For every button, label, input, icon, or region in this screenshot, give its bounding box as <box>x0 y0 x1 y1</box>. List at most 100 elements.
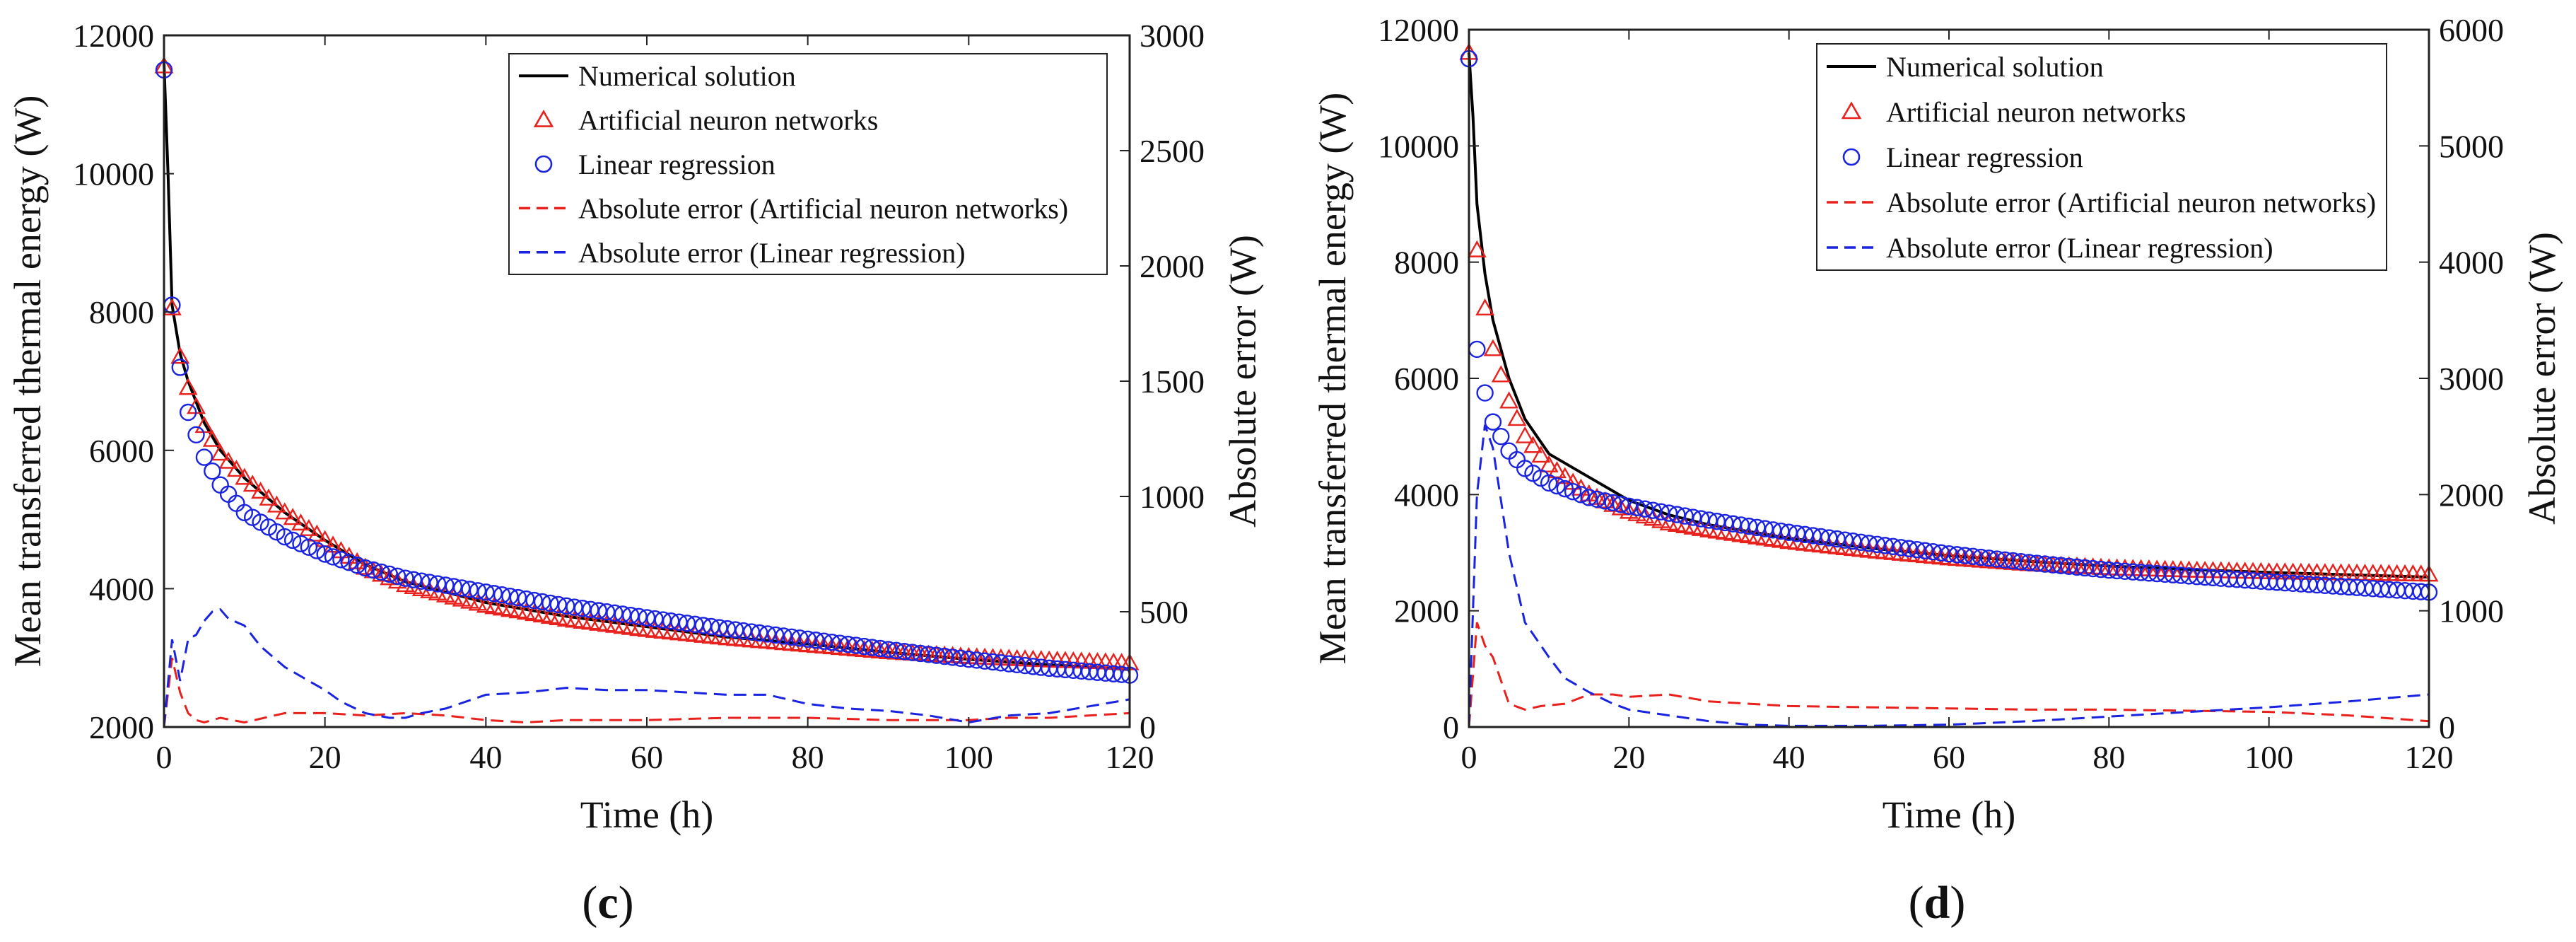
panel-d-ann-point <box>2379 564 2399 581</box>
panel-d-ytick-right-label: 6000 <box>2439 12 2504 48</box>
panel-d-ann-point <box>1491 365 1511 383</box>
panel-c-ann-point <box>435 585 455 603</box>
panel-c-lr-point <box>171 359 189 376</box>
panel-d-lr-point <box>1604 494 1622 512</box>
panel-c-lr-point <box>501 587 519 605</box>
panel-d-lr-point <box>1580 489 1598 506</box>
panel-c-lr-point <box>349 556 366 574</box>
panel-c-xtick-label: 20 <box>309 739 341 775</box>
panel-d-ytick-left-label: 2000 <box>1394 593 1459 629</box>
panel-d-lr-markers <box>1460 50 2438 601</box>
panel-d-ann-point <box>2371 564 2391 581</box>
panel-d-lr-point <box>1492 427 1510 446</box>
panel-d: 0 20 40 60 80 100 1200200040006000800010000120… <box>1311 12 2563 929</box>
panel-c-ann-point <box>299 518 319 536</box>
panel-c-lr-point <box>308 542 326 559</box>
panel-c-lr-point <box>437 576 455 594</box>
panel-c-lr-point <box>292 535 310 553</box>
panel-c-lr-point <box>219 485 238 503</box>
panel-d-legend-label: Numerical solution <box>1886 51 2104 83</box>
panel-d-xtick-label: 80 <box>2092 739 2125 775</box>
panel-c-lr-point <box>485 585 503 603</box>
panel-d-series <box>1459 42 2439 728</box>
panel-c-ann-point <box>211 443 230 461</box>
panel-d-ytick-right-label: 5000 <box>2439 128 2504 164</box>
panel-d-ann-point <box>1531 446 1551 463</box>
panel-d-lr-point <box>1692 510 1710 528</box>
panel-d-xtick-label: 20 <box>1612 739 1645 775</box>
panel-c-ticks: 0 20 40 60 80 100 1202000400060008000100001200… <box>73 18 1205 775</box>
panel-c-lr-point <box>373 563 390 581</box>
panel-c-lr-point <box>509 588 527 607</box>
panel-c-xtick-label: 40 <box>469 739 502 775</box>
panel-d-lr-point <box>1596 492 1614 510</box>
panel-d-ann-point <box>1523 436 1542 453</box>
panel-d-lr-point <box>1660 504 1678 522</box>
panel-d-ann-point <box>1483 339 1503 356</box>
panel-c-ytick-right-label: 2500 <box>1140 133 1205 169</box>
panel-d-ann-point <box>1515 426 1535 443</box>
panel-c-ann-point <box>468 593 488 611</box>
panel-c-ytick-right-label: 1000 <box>1140 479 1205 515</box>
panel-c-ann-point <box>307 524 327 542</box>
panel-c-legend-label: Absolute error (Artificial neuron networ… <box>578 192 1068 224</box>
panel-d-legend-label: Linear regression <box>1886 141 2083 173</box>
panel-d-ann-point <box>2403 564 2423 581</box>
panel-d-ytick-right-label: 4000 <box>2439 245 2504 281</box>
panel-c-lr-point <box>541 594 559 612</box>
panel-d-lr-point <box>1572 486 1590 504</box>
panel-d-xtick-label: 0 <box>1461 739 1477 775</box>
panel-d-ann-point <box>1611 498 1631 516</box>
panel-c-ytick-right-label: 1500 <box>1140 364 1205 400</box>
panel-d-lr-point <box>1548 477 1566 495</box>
panel-c-lr-point <box>388 567 406 585</box>
panel-c-ann-point <box>460 591 480 609</box>
panel-c-lr-point <box>211 476 229 494</box>
panel-c-legend-box <box>508 53 1108 275</box>
panel-d-caption-letter: d <box>1924 877 1950 929</box>
panel-c-caption: (c) <box>582 877 633 929</box>
panel-c-lr-point <box>606 604 623 622</box>
panel-c-lr-point <box>276 528 293 546</box>
panel-d-ytick-left-label: 12000 <box>1378 12 1459 48</box>
panel-c-lr-point <box>228 494 245 512</box>
panel-c-ann-point <box>444 587 464 605</box>
panel-d-lr-point <box>1628 499 1646 516</box>
panel-c-lr-point <box>525 591 543 610</box>
panel-c-lr-point <box>557 597 575 615</box>
panel-c-ann-point <box>251 482 271 499</box>
panel-d-lr-point <box>1508 450 1526 469</box>
panel-c-ann-point <box>162 298 182 315</box>
panel-d-ann-point <box>2395 564 2415 581</box>
panel-c-ann-point <box>291 513 310 531</box>
panel-c-lr-point <box>404 571 423 588</box>
panel-c-lr-point <box>428 575 447 593</box>
panel-d-legend-label: Absolute error (Artificial neuron networ… <box>1886 187 2376 219</box>
panel-d-ticks: 0 20 40 60 80 100 1200200040006000800010000120… <box>1378 12 2504 775</box>
panel-c-lr-point <box>517 590 535 608</box>
panel-c-lr-point <box>283 531 302 550</box>
panel-c-lr-point <box>300 538 318 556</box>
panel-d-legend-swatch-ann <box>1841 101 1862 120</box>
panel-d-lr-point <box>1652 503 1670 521</box>
panel-d-ytick-right-label: 1000 <box>2439 593 2504 629</box>
panel-c-series-lr-error <box>163 607 1130 728</box>
panel-c-ann-point <box>235 467 254 485</box>
panel-d-lr-point <box>1644 501 1662 519</box>
panel-c-xtick-label: 100 <box>944 739 993 775</box>
panel-c-lr-point <box>187 426 205 443</box>
panel-c-ylabel-left: Mean transferred thermal energy (W) <box>6 95 49 668</box>
panel-c-lr-point <box>582 600 599 619</box>
panel-c-ann-point <box>202 429 222 447</box>
panel-d-lr-point <box>1612 496 1630 513</box>
panel-d-lr-point <box>1588 490 1606 508</box>
panel-c-lr-point <box>493 586 511 604</box>
panel-d-ytick-right-label: 0 <box>2439 709 2455 745</box>
panel-c-lr-point <box>340 554 358 571</box>
panel-d-lr-point <box>1476 384 1494 402</box>
panel-d-xtick-label: 60 <box>1933 739 1965 775</box>
panel-d-ann-point <box>2347 563 2367 581</box>
panel-d-ytick-left-label: 10000 <box>1378 128 1459 164</box>
panel-d-xtick-label: 40 <box>1773 739 1805 775</box>
